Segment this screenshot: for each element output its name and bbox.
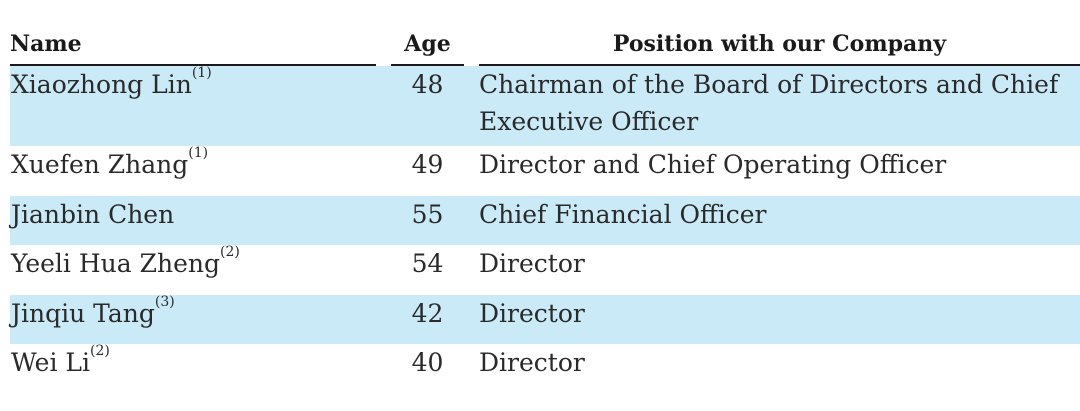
table-row: Wei Li(2) 40 Director [10,343,1080,394]
header-name: Name [10,28,376,66]
cell-position: Director and Chief Operating Officer [479,150,947,179]
cell-age: 42 [411,299,444,328]
cell-name: Xiaozhong Lin(1) [11,65,212,99]
table-row: Jinqiu Tang(3) 42 Director [10,294,1080,344]
footnote-marker: (1) [188,145,209,161]
table-row: Jianbin Chen 55 Chief Financial Officer [10,196,1080,245]
cell-age: 54 [411,249,444,278]
cell-name: Wei Li(2) [11,343,110,377]
footnote-marker: (2) [219,244,240,260]
table-row: Xuefen Zhang(1) 49 Director and Chief Op… [10,145,1080,196]
footnote-marker: (1) [191,65,212,81]
table-row: Yeeli Hua Zheng(2) 54 Director [10,244,1080,295]
cell-name: Jinqiu Tang(3) [11,294,175,328]
table-header: Name Age Position with our Company [10,28,1080,66]
header-age: Age [391,28,464,66]
cell-name: Jianbin Chen [11,200,175,229]
cell-age: 55 [411,200,444,229]
cell-age: 48 [411,70,444,99]
cell-name: Yeeli Hua Zheng(2) [11,244,240,278]
cell-position: Director [479,348,585,377]
footnote-marker: (3) [154,294,175,310]
table-row: Xiaozhong Lin(1) 48 Chairman of the Boar… [10,65,1080,146]
cell-position: Chief Financial Officer [479,200,767,229]
cell-position: Chairman of the Board of Directors and C… [479,70,1059,136]
cell-age: 40 [411,348,444,377]
cell-position: Director [479,249,585,278]
cell-name: Xuefen Zhang(1) [11,145,209,179]
cell-age: 49 [411,150,444,179]
footnote-marker: (2) [90,343,110,359]
officers-table: Name Age Position with our Company Xiaoz… [10,28,1080,394]
header-position: Position with our Company [479,28,1080,66]
cell-position: Director [479,299,585,328]
